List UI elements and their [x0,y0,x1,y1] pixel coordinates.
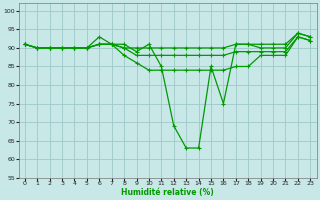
X-axis label: Humidité relative (%): Humidité relative (%) [121,188,214,197]
